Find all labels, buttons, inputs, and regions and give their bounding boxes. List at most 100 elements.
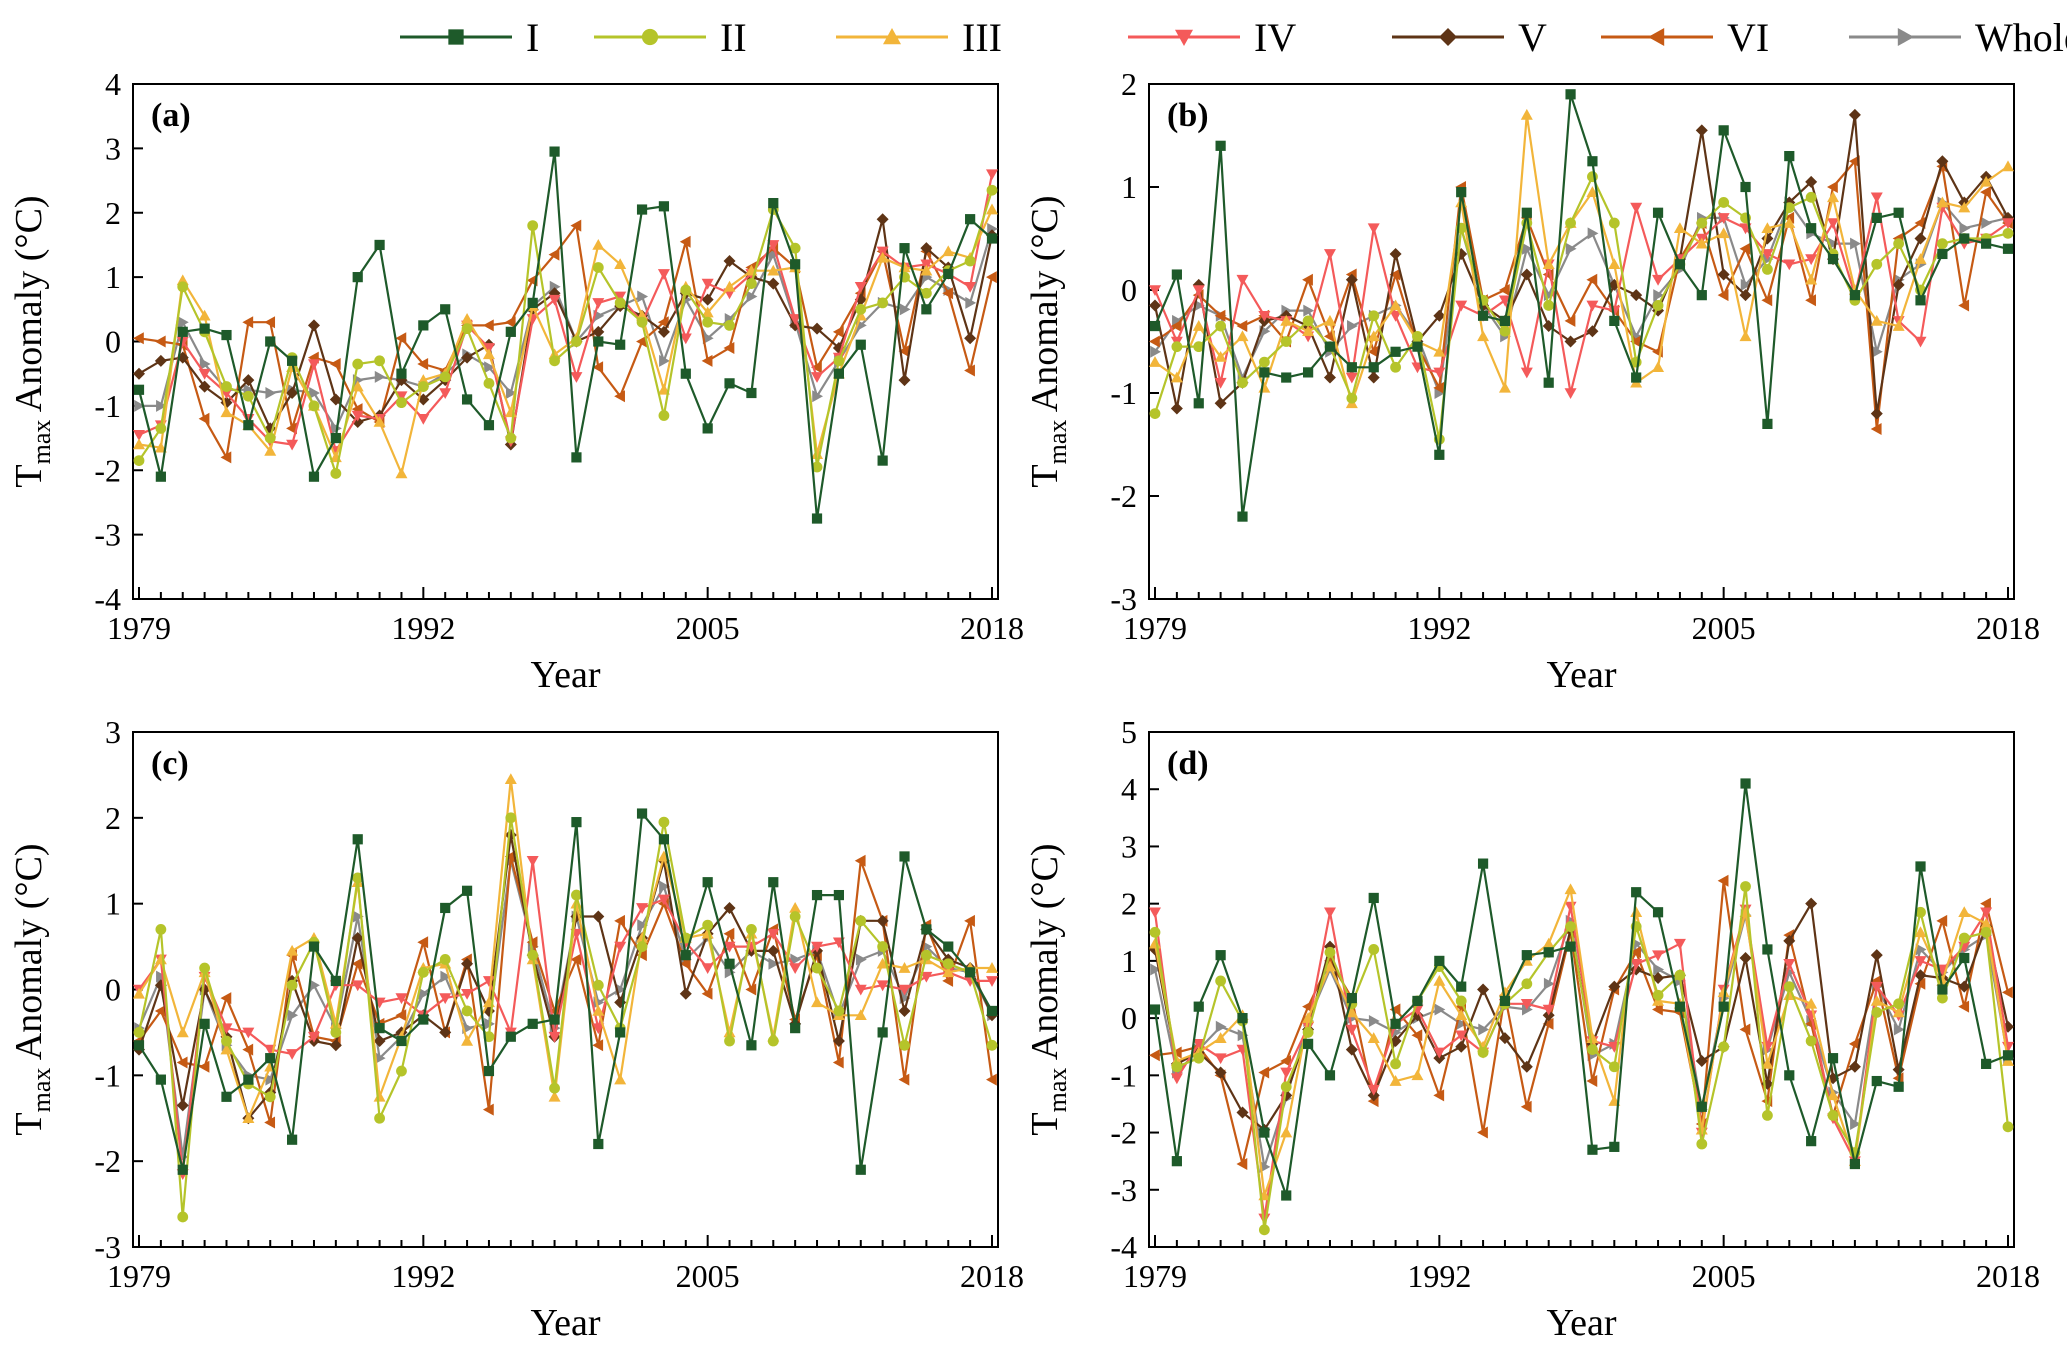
data-point [440,304,451,315]
legend-label: III [962,15,1002,60]
data-point [1870,407,1883,420]
data-point [1937,248,1948,260]
data-point [352,358,364,370]
data-point [242,1043,254,1056]
data-point [1609,1141,1620,1152]
data-point [1673,222,1686,233]
data-point [1827,254,1839,265]
data-point [1565,242,1577,255]
data-point [1214,1066,1227,1079]
data-point [1936,238,1948,250]
data-point [1630,202,1643,214]
data-point [701,963,714,975]
data-point [176,1099,189,1112]
data-point [1936,992,1948,1004]
data-point [637,919,649,932]
data-point [264,1091,276,1103]
data-point [1347,320,1358,333]
series-ii [1149,171,2014,445]
data-point [330,468,342,479]
y-tick-label: 1 [105,886,121,922]
data-point [439,954,451,965]
data-point [1718,197,1730,208]
data-point [679,987,692,1000]
data-point [265,387,277,399]
data-point [1717,874,1729,887]
data-point [439,388,452,399]
data-point [264,432,276,444]
data-point [440,970,452,983]
data-point [1324,1070,1336,1081]
data-point [1630,335,1641,348]
data-point [482,348,495,360]
data-point [1477,310,1489,321]
data-point [1389,1003,1401,1016]
data-point [417,936,429,949]
data-point [1870,423,1882,436]
data-point [1937,984,1948,995]
series-line [138,812,993,1171]
x-tick-label: 1979 [107,610,171,646]
y-tick-label: 3 [1121,828,1137,864]
data-point [286,979,298,991]
y-tick-label: 0 [105,324,121,360]
data-point [1739,242,1751,255]
data-point [1477,1126,1488,1139]
data-point [855,915,867,927]
data-point [176,1026,189,1038]
data-point [176,336,189,348]
data-point [1871,1006,1883,1018]
data-point [1783,217,1796,228]
data-point [1215,1020,1227,1033]
data-point [1893,207,1904,218]
data-point [395,467,408,479]
data-point [1783,934,1796,947]
data-point [1980,926,1992,938]
data-point [1368,1014,1380,1027]
data-point [418,1014,429,1025]
chart-panel-a: -4 -3 -2 -1 0 1 2 3 4 1979 1992 2005 2018 Year Tmax An… [8,66,1024,696]
data-point [199,323,210,334]
data-point [1762,418,1773,429]
data-point [790,1023,801,1034]
data-point [1608,980,1621,993]
data-point [877,297,889,309]
data-point [329,358,341,371]
data-point [723,927,735,940]
data-point [1323,907,1336,919]
data-point [986,271,997,284]
data-point [177,316,189,329]
data-point [549,146,560,157]
data-point [571,336,582,347]
data-point [1784,1070,1795,1081]
data-point [199,1018,210,1029]
data-point [833,1005,845,1017]
data-point [2002,243,2014,254]
x-tick-label: 2018 [1976,1258,2040,1294]
data-point [374,239,385,251]
data-point [482,319,494,332]
y-axis-title-sub: max [1043,1068,1072,1113]
data-point [177,1164,188,1175]
y-tick-label: -1 [94,388,121,424]
y-tick-label: 2 [1121,66,1137,102]
data-point [396,1065,407,1077]
data-point [1411,1029,1423,1042]
data-point [1477,1047,1489,1058]
series-iv [133,855,998,1181]
data-point [264,444,277,456]
data-point [1542,1017,1554,1030]
data-point [461,323,473,335]
series-line [1154,201,2009,395]
y-tick-label: -2 [1110,1115,1137,1151]
data-point [1696,1101,1707,1112]
data-point [964,914,975,927]
data-point [789,901,802,913]
x-tick-label: 2018 [960,610,1024,646]
data-point [1695,237,1708,249]
plot-frame [1148,731,2015,1248]
data-point [155,1074,166,1085]
data-point [920,287,932,299]
data-point [1521,207,1532,218]
data-point [854,984,867,996]
